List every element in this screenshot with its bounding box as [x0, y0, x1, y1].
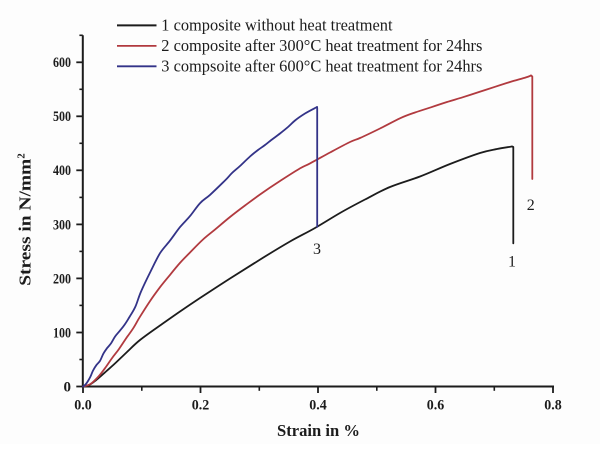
- svg-text:0.2: 0.2: [192, 398, 210, 414]
- svg-text:0: 0: [64, 379, 72, 395]
- svg-text:2: 2: [527, 197, 535, 214]
- svg-text:1: 1: [508, 254, 516, 271]
- svg-text:3 compsoite after 600°C heat t: 3 compsoite after 600°C heat treatment f…: [161, 56, 482, 75]
- svg-text:200: 200: [53, 271, 71, 287]
- svg-text:0.0: 0.0: [74, 398, 92, 414]
- svg-text:Stress in N/mm2: Stress in N/mm2: [16, 153, 35, 286]
- svg-text:0.8: 0.8: [544, 398, 562, 414]
- svg-text:400: 400: [53, 163, 71, 179]
- svg-text:600: 600: [53, 55, 71, 71]
- svg-text:2 composite after 300°C heat t: 2 composite after 300°C heat treatment f…: [161, 36, 482, 55]
- svg-text:0.4: 0.4: [309, 398, 327, 414]
- svg-text:100: 100: [53, 325, 71, 341]
- svg-text:300: 300: [53, 217, 71, 233]
- svg-text:1 composite without heat treat: 1 composite without heat treatment: [161, 16, 393, 35]
- svg-text:3: 3: [313, 241, 321, 258]
- svg-text:500: 500: [53, 109, 71, 125]
- svg-text:Strain in %: Strain in %: [277, 421, 360, 440]
- svg-text:0.6: 0.6: [427, 398, 445, 414]
